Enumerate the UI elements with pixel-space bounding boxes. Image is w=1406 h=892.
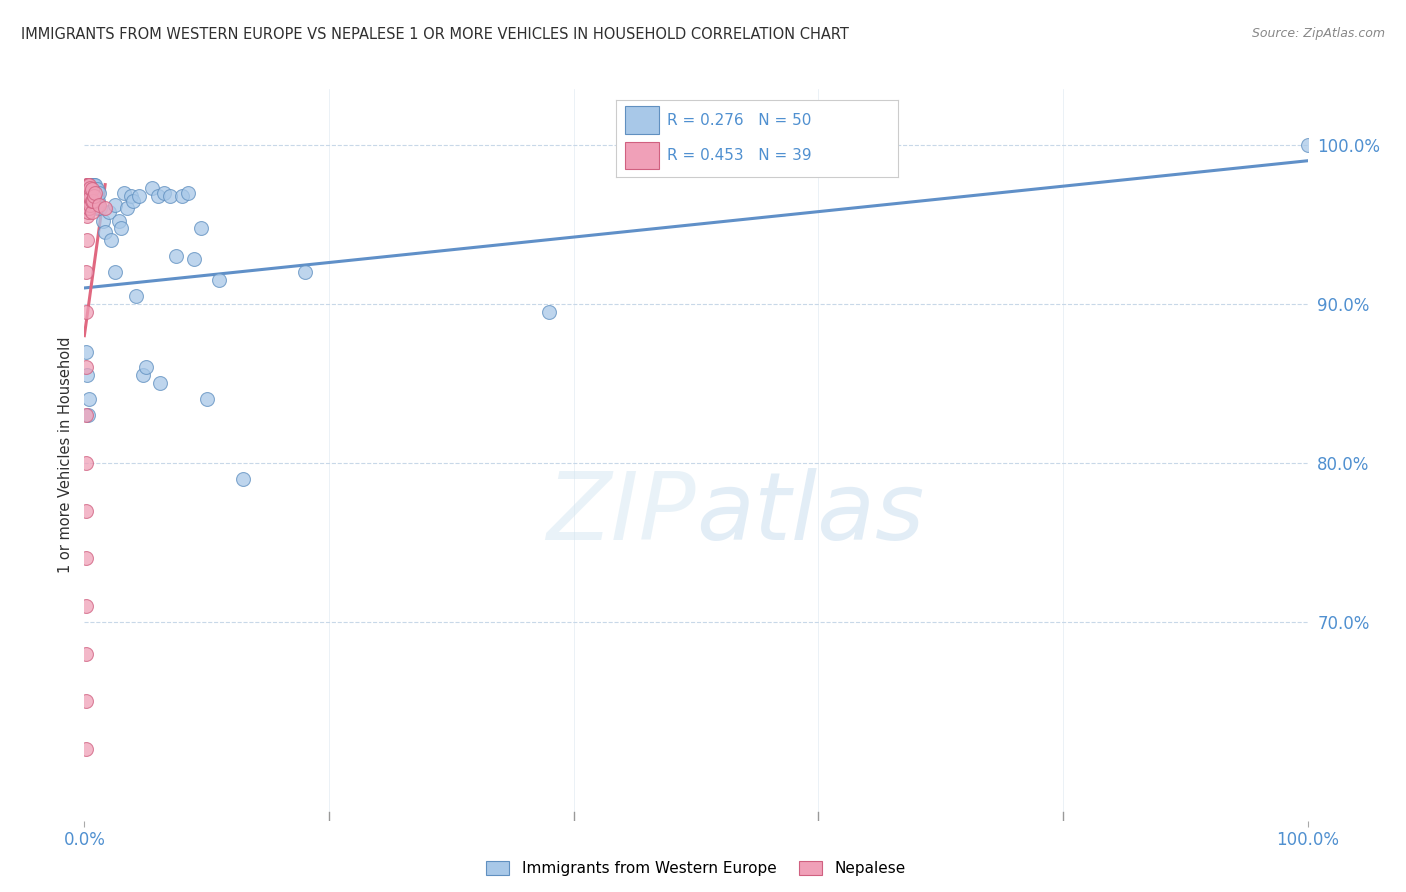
Point <box>146 188 169 202</box>
Text: Source: ZipAtlas.com: Source: ZipAtlas.com <box>1251 27 1385 40</box>
Legend: Immigrants from Western Europe, Nepalese: Immigrants from Western Europe, Nepalese <box>481 855 911 882</box>
Point <box>183 252 205 267</box>
Point <box>115 202 138 216</box>
Point <box>75 551 97 566</box>
Point <box>141 181 163 195</box>
Point <box>76 202 98 216</box>
Point <box>104 265 127 279</box>
Point <box>208 273 231 287</box>
Point <box>77 178 100 192</box>
Point <box>86 202 108 216</box>
Point <box>112 186 135 200</box>
Point <box>79 178 101 192</box>
Point <box>80 186 103 200</box>
Point <box>75 647 97 661</box>
Point <box>94 202 117 216</box>
Point <box>120 188 142 202</box>
Y-axis label: 1 or more Vehicles in Household: 1 or more Vehicles in Household <box>58 336 73 574</box>
Point <box>89 202 111 216</box>
Point <box>75 360 97 375</box>
Point <box>75 503 97 517</box>
Point <box>79 194 101 208</box>
Point <box>75 408 97 422</box>
Point <box>77 186 100 200</box>
Point <box>172 188 194 202</box>
Point <box>76 186 98 200</box>
Point <box>125 289 148 303</box>
Point <box>190 220 212 235</box>
Point <box>122 194 145 208</box>
Point <box>75 305 97 319</box>
Point <box>79 190 101 204</box>
Point <box>77 178 100 192</box>
Point <box>165 249 187 263</box>
Point <box>128 188 150 202</box>
Point <box>77 198 100 212</box>
Point <box>77 194 100 208</box>
Point <box>110 220 132 235</box>
Point <box>76 178 98 192</box>
Point <box>76 210 98 224</box>
Point <box>159 188 181 202</box>
Point <box>83 188 105 202</box>
Point <box>1296 137 1319 152</box>
Point <box>80 194 103 208</box>
Point <box>82 194 104 208</box>
Point <box>80 204 103 219</box>
Point <box>80 178 103 192</box>
Text: ZIP: ZIP <box>547 468 696 559</box>
Point <box>294 265 316 279</box>
Point <box>82 194 104 208</box>
Point <box>87 194 110 208</box>
Point <box>75 344 97 359</box>
Point <box>84 178 107 192</box>
Point <box>77 194 100 208</box>
Point <box>86 182 108 196</box>
Point <box>538 305 561 319</box>
Point <box>149 376 172 391</box>
Point <box>177 186 200 200</box>
Point <box>91 214 114 228</box>
Point <box>75 599 97 613</box>
Point <box>94 225 117 239</box>
Point <box>75 742 97 756</box>
Point <box>82 178 104 192</box>
Text: IMMIGRANTS FROM WESTERN EUROPE VS NEPALESE 1 OR MORE VEHICLES IN HOUSEHOLD CORRE: IMMIGRANTS FROM WESTERN EUROPE VS NEPALE… <box>21 27 849 42</box>
Point <box>84 186 107 200</box>
Point <box>77 204 100 219</box>
Point <box>80 182 103 196</box>
Point <box>87 198 110 212</box>
Point <box>87 186 110 200</box>
Point <box>77 186 100 200</box>
Point <box>76 368 98 383</box>
Point <box>77 202 100 216</box>
Point <box>75 265 97 279</box>
Point <box>83 188 105 202</box>
Point <box>77 178 100 192</box>
Point <box>75 694 97 708</box>
Point <box>135 360 157 375</box>
Point <box>100 233 122 247</box>
Point <box>76 194 98 208</box>
Point <box>77 408 100 422</box>
Point <box>83 178 105 192</box>
Point <box>104 198 127 212</box>
Text: atlas: atlas <box>696 468 924 559</box>
Point <box>132 368 155 383</box>
Point <box>153 186 176 200</box>
Point <box>79 181 101 195</box>
Point <box>77 392 100 407</box>
Point <box>76 178 98 192</box>
Point <box>107 214 129 228</box>
Point <box>195 392 218 407</box>
Point <box>75 456 97 470</box>
Point <box>76 233 98 247</box>
Point <box>232 472 254 486</box>
Point <box>97 204 120 219</box>
Point <box>79 198 101 212</box>
